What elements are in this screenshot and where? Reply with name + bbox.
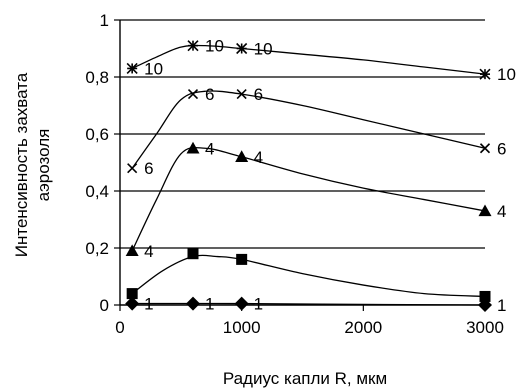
point-label-6-3: 6	[497, 139, 506, 158]
marker-4-0	[125, 244, 139, 257]
marker-1-2	[234, 296, 249, 311]
series-curve-10	[131, 44, 486, 75]
point-label-10-1: 10	[205, 37, 224, 56]
marker-6-2	[236, 89, 247, 100]
y-tick-label-5: 1	[100, 11, 109, 30]
series-curves	[131, 44, 486, 306]
marker-6-1	[187, 89, 199, 100]
x-tick-label-2: 2000	[344, 318, 382, 337]
series-markers	[125, 40, 492, 312]
y-axis-title-line-2: аэрозоля	[34, 129, 53, 202]
point-label-4-0: 4	[144, 242, 153, 261]
marker-6-0	[127, 163, 138, 174]
marker-10-2	[236, 42, 248, 55]
tick-labels: 00,20,40,60,810 1000 2000 3000	[85, 11, 504, 337]
series-curve-6	[131, 90, 486, 169]
marker-2-2	[236, 253, 248, 265]
marker-1-0	[125, 296, 140, 311]
marker-4-2	[235, 150, 249, 162]
point-label-10-2: 10	[254, 40, 273, 59]
series-curve-4	[131, 146, 486, 252]
marker-2-0	[126, 288, 138, 300]
point-label-4-1: 4	[205, 139, 214, 158]
marker-10-3	[479, 68, 491, 80]
axes	[114, 19, 486, 311]
point-label-6-1: 6	[205, 85, 214, 104]
x-tick-label-0: 0	[115, 318, 124, 337]
point-label-6-2: 6	[254, 85, 263, 104]
point-label-6-0: 6	[144, 159, 153, 178]
marker-10-0	[126, 62, 138, 75]
point-label-1-2: 1	[254, 295, 263, 314]
y-tick-label-4: 0,8	[85, 68, 109, 87]
marker-1-1	[186, 296, 200, 311]
x-axis-title: Радиус капли R, мкм	[223, 369, 387, 388]
marker-6-3	[479, 143, 491, 154]
point-label-10-0: 10	[144, 59, 163, 78]
gridlines	[120, 19, 485, 249]
point-label-4-2: 4	[254, 148, 263, 167]
y-axis-title-line-1: Интенсивность захвата	[12, 72, 31, 257]
x-tick-label-3: 3000	[466, 318, 504, 337]
series-curve-2	[131, 254, 486, 298]
x-tick-label-1: 1000	[223, 318, 261, 337]
y-tick-label-3: 0,6	[85, 125, 109, 144]
y-tick-label-0: 0	[100, 296, 109, 315]
marker-10-1	[187, 40, 199, 52]
point-label-1-0: 1	[144, 295, 153, 314]
point-labels: 10 10 10 10 6 6 6 6 4 4 4 4 1 1 1 1	[144, 37, 516, 315]
y-tick-label-2: 0,4	[85, 182, 109, 201]
point-label-4-3: 4	[497, 202, 506, 221]
point-label-1-1: 1	[205, 295, 214, 314]
marker-4-3	[478, 204, 492, 217]
point-label-10-3: 10	[497, 65, 516, 84]
marker-2-3	[479, 290, 491, 302]
y-tick-label-1: 0,2	[85, 239, 109, 258]
point-label-1-3: 1	[497, 296, 506, 315]
marker-4-1	[186, 141, 200, 154]
marker-2-1	[187, 248, 199, 260]
y-axis-title: Интенсивность захвата аэрозоля	[12, 72, 53, 257]
marker-1-3	[478, 298, 492, 312]
